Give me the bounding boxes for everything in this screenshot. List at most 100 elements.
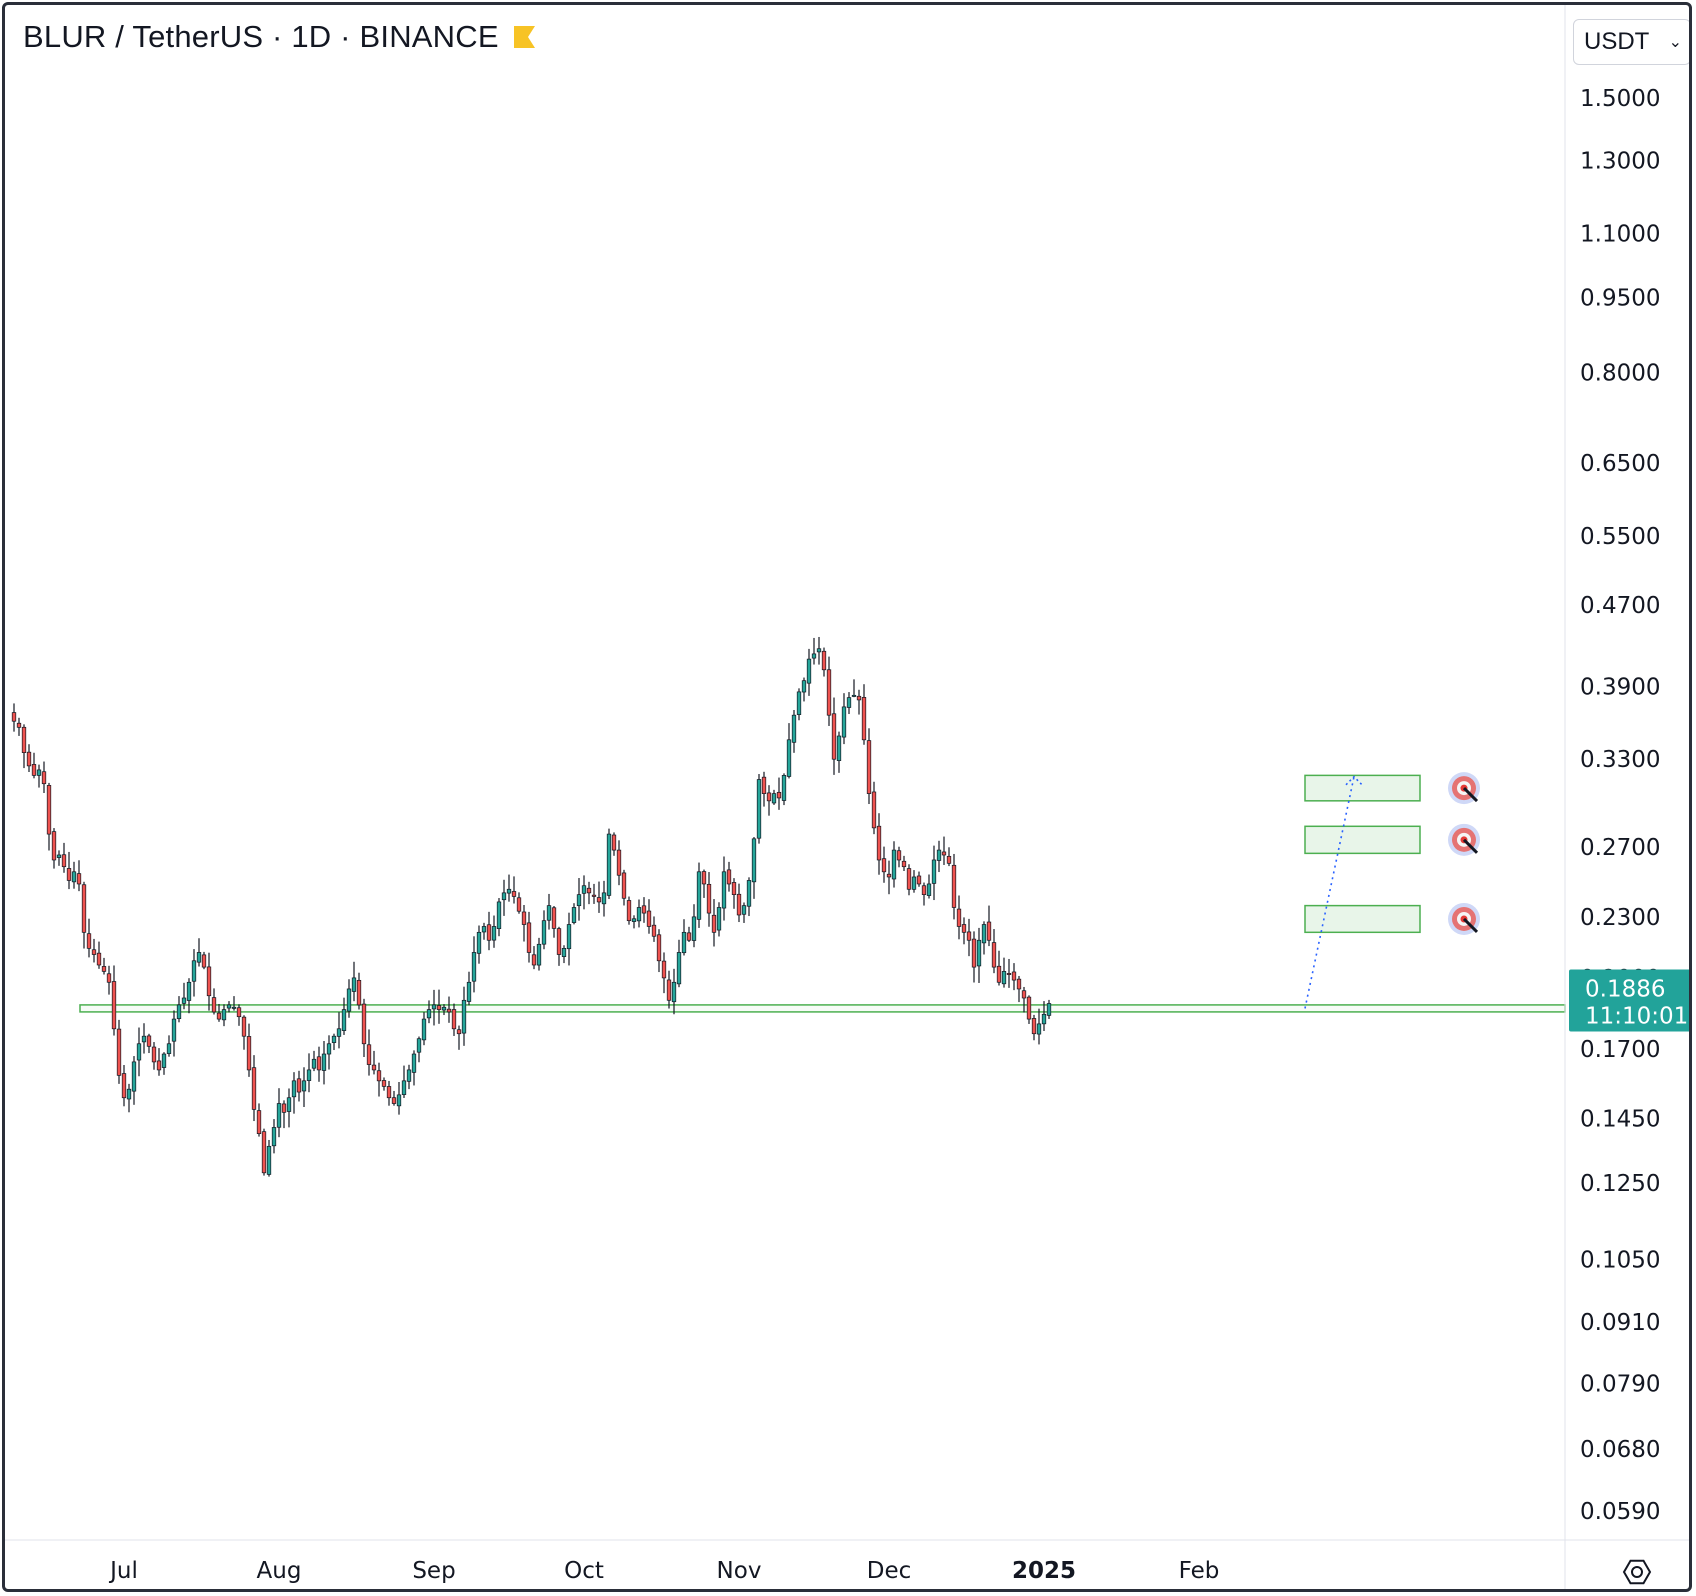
candle-body xyxy=(791,714,797,743)
target-zone xyxy=(1304,825,1421,855)
candle-body xyxy=(921,885,927,896)
candle-body xyxy=(656,934,662,962)
candle-body xyxy=(66,868,72,881)
candle-body xyxy=(136,1043,142,1061)
candle-body xyxy=(681,931,687,954)
candle-body xyxy=(851,694,857,697)
time-axis-label: Oct xyxy=(564,1558,604,1584)
candle-body xyxy=(531,954,537,966)
support-zone xyxy=(79,1004,1566,1013)
candle-body xyxy=(831,713,837,760)
candle-body xyxy=(956,908,962,927)
candle-body xyxy=(751,838,757,883)
price-chart[interactable]: 1.5000 1.3000 1.1000 0.9500 0.8000 0.6500 0.55… xyxy=(5,5,1692,1592)
candle-body xyxy=(611,834,617,851)
candle-body xyxy=(581,885,587,894)
candle-body xyxy=(1001,971,1007,985)
candle-body xyxy=(296,1078,302,1093)
price-tick-label: 0.2300 xyxy=(1580,905,1660,931)
candle-body xyxy=(356,979,362,1006)
candle-body xyxy=(281,1103,287,1113)
candle-body xyxy=(841,706,847,738)
candle-body xyxy=(361,1003,367,1045)
candle-body xyxy=(146,1035,152,1047)
candle-body xyxy=(501,892,507,901)
candle-body xyxy=(406,1069,412,1082)
candle-body xyxy=(381,1080,387,1087)
candle-body xyxy=(76,873,82,885)
price-tick-label: 0.5500 xyxy=(1580,524,1660,550)
candle-body xyxy=(461,999,467,1034)
price-tick-label: 0.8000 xyxy=(1580,361,1660,387)
candle-body xyxy=(891,849,897,880)
target-dart xyxy=(1462,787,1479,803)
candle-body xyxy=(181,997,187,1004)
candle-body xyxy=(266,1145,272,1175)
candle-body xyxy=(416,1038,422,1053)
target-dart xyxy=(1462,917,1479,934)
candle-body xyxy=(786,739,792,777)
candle-body xyxy=(261,1131,267,1174)
candle-body xyxy=(521,911,527,925)
target-dart xyxy=(1462,838,1479,854)
candle-body xyxy=(796,691,802,715)
target-icon xyxy=(1448,902,1480,935)
candle-body xyxy=(156,1060,162,1071)
candle-body xyxy=(626,900,632,922)
candle-body xyxy=(126,1088,132,1100)
candle-body xyxy=(1011,971,1017,981)
price-tick-label: 0.2700 xyxy=(1580,835,1660,861)
candle-body xyxy=(451,1009,457,1030)
candle-body xyxy=(291,1080,297,1098)
candle-body xyxy=(996,965,1002,983)
candle-body xyxy=(821,650,827,671)
candle-body xyxy=(856,695,862,701)
price-tick-label: 0.0790 xyxy=(1580,1372,1660,1398)
last-price-label: 0.1886 xyxy=(1585,977,1665,1003)
gear-icon-outline xyxy=(1622,1559,1652,1585)
candle-body xyxy=(1031,1018,1037,1035)
candle-body xyxy=(941,851,947,856)
flag-icon[interactable] xyxy=(511,24,537,50)
candle-body xyxy=(346,988,352,1012)
candle-body xyxy=(541,920,547,945)
candle-body xyxy=(706,883,712,914)
candle-body xyxy=(931,859,937,884)
candle-body xyxy=(846,697,852,708)
candle-body xyxy=(441,1006,447,1011)
candle-body xyxy=(411,1053,417,1073)
price-tick-label: 0.1050 xyxy=(1580,1247,1660,1273)
candle-body xyxy=(331,1035,337,1043)
candle-body xyxy=(926,883,932,896)
price-tick-label: 1.3000 xyxy=(1580,148,1660,174)
candle-body xyxy=(196,952,202,963)
candle-body xyxy=(761,776,767,794)
chart-title[interactable]: BLUR / TetherUS · 1D · BINANCE xyxy=(23,19,499,54)
currency-select[interactable]: USDT ⌄ xyxy=(1573,19,1689,65)
time-axis-label: Aug xyxy=(257,1558,302,1584)
time-axis-label: 2025 xyxy=(1012,1558,1076,1584)
candle-body xyxy=(276,1103,282,1128)
candle-body xyxy=(671,981,677,1003)
symbol-header: BLUR / TetherUS · 1D · BINANCE xyxy=(23,19,537,55)
countdown-label: 11:10:01 xyxy=(1585,1004,1688,1030)
candle-body xyxy=(91,949,97,955)
time-axis-label: Nov xyxy=(717,1558,762,1584)
candle-body xyxy=(216,1012,222,1020)
price-tick-label: 0.1250 xyxy=(1580,1171,1660,1197)
candle-body xyxy=(646,910,652,927)
candle-body xyxy=(371,1064,377,1071)
candle-body xyxy=(316,1056,322,1071)
price-tick-label: 0.4700 xyxy=(1580,593,1660,619)
candle-body xyxy=(46,785,52,835)
candle-body xyxy=(236,1007,242,1018)
candle-body xyxy=(866,740,872,794)
candle-body xyxy=(641,905,647,914)
candle-body xyxy=(16,722,22,728)
gear-icon[interactable] xyxy=(1622,1559,1652,1585)
chevron-down-icon: ⌄ xyxy=(1668,34,1682,51)
candle-body xyxy=(916,875,922,885)
time-axis-label: Sep xyxy=(412,1558,455,1584)
candle-body xyxy=(301,1080,307,1092)
candle-body xyxy=(606,833,612,896)
